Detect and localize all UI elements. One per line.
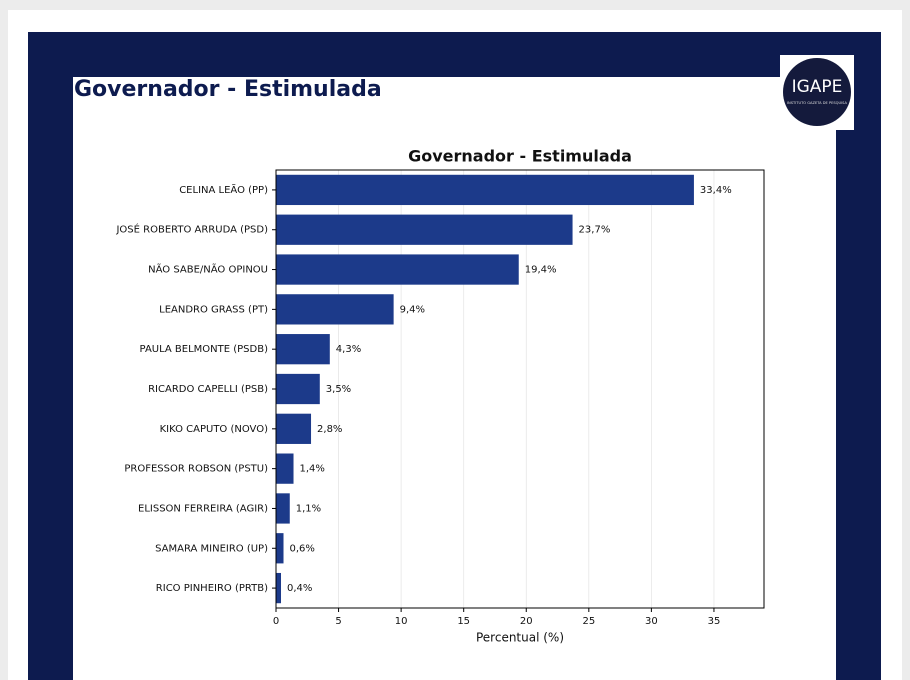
bar (276, 413, 312, 444)
value-label: 23,7% (579, 225, 611, 236)
logo-subtitle: INSTITUTO GAZETA DE PESQUISA (787, 101, 848, 105)
x-tick-label: 20 (520, 616, 533, 627)
value-label: 1,4% (300, 464, 325, 475)
value-label: 0,4% (287, 583, 312, 594)
y-tick-label: PAULA BELMONTE (PSDB) (140, 344, 269, 355)
x-tick-label: 30 (645, 616, 658, 627)
x-tick-label: 10 (395, 616, 408, 627)
value-label: 9,4% (400, 304, 425, 315)
x-tick-label: 35 (708, 616, 721, 627)
bar (276, 493, 290, 524)
y-tick-label: NÃO SABE/NÃO OPINOU (148, 263, 268, 276)
value-label: 1,1% (296, 503, 321, 514)
x-tick-label: 0 (273, 616, 279, 627)
x-tick-label: 5 (335, 616, 341, 627)
y-tick-label: RICARDO CAPELLI (PSB) (148, 384, 268, 395)
x-axis-label: Percentual (%) (476, 631, 564, 645)
bar (276, 214, 573, 245)
y-tick-label: KIKO CAPUTO (NOVO) (160, 424, 269, 435)
value-label: 19,4% (525, 265, 557, 276)
chart-title: Governador - Estimulada (408, 147, 632, 166)
y-tick-label: ELISSON FERREIRA (AGIR) (138, 503, 268, 514)
value-label: 4,3% (336, 344, 361, 355)
bar (276, 373, 320, 405)
value-label: 0,6% (290, 543, 315, 554)
logo-graphic: IGAPE INSTITUTO GAZETA DE PESQUISA (783, 58, 851, 126)
bar (276, 533, 284, 564)
x-tick-label: 15 (457, 616, 470, 627)
value-label: 2,8% (317, 424, 342, 435)
y-tick-label: PROFESSOR ROBSON (PSTU) (124, 464, 268, 475)
logo: IGAPE INSTITUTO GAZETA DE PESQUISA (780, 55, 854, 130)
y-tick-label: RICO PINHEIRO (PRTB) (156, 583, 268, 594)
plot-frame (275, 169, 765, 609)
y-tick-label: LEANDRO GRASS (PT) (159, 304, 268, 315)
page-title: Governador - Estimulada (74, 77, 382, 102)
y-tick-label: CELINA LEÃO (PP) (179, 183, 268, 196)
value-label: 33,4% (700, 185, 732, 196)
logo-text: IGAPE (792, 77, 843, 97)
bar (276, 334, 330, 365)
value-label: 3,5% (326, 384, 351, 395)
bar (276, 294, 394, 325)
y-tick-label: JOSÉ ROBERTO ARRUDA (PSD) (115, 223, 268, 236)
bar (276, 453, 294, 484)
y-tick-label: SAMARA MINEIRO (UP) (155, 543, 268, 554)
bar (276, 174, 694, 206)
x-tick-label: 25 (582, 616, 595, 627)
bar (276, 572, 282, 604)
bar (276, 254, 519, 285)
